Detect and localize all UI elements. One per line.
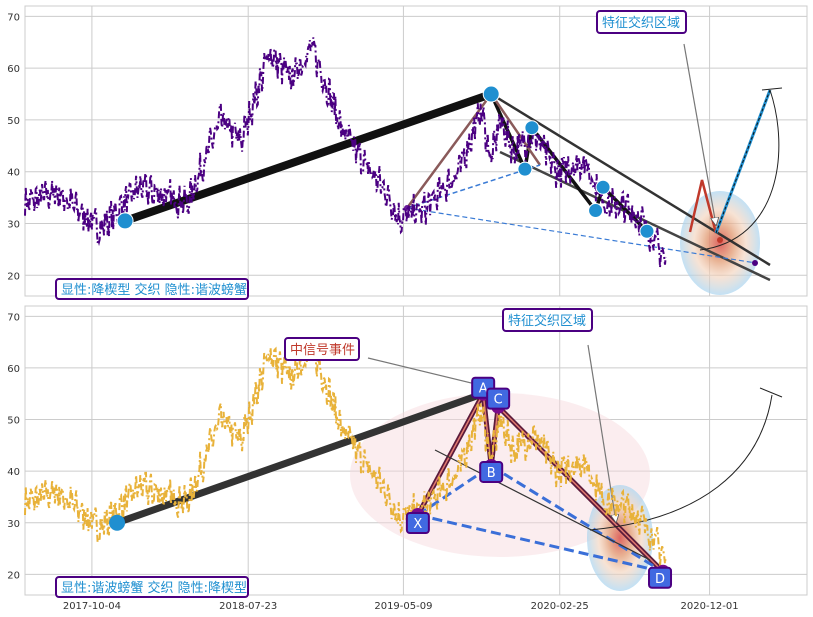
top-corner-label: 显性:降楔型 交织 隐性:谐波螃蟹 (55, 278, 249, 300)
y-tick-label: 50 (7, 416, 20, 427)
bottom-signal-label-text: 中信号事件 (290, 343, 355, 358)
top-projection-dash (715, 89, 771, 234)
bottom-feature-label-text: 特征交织区域 (508, 313, 586, 329)
top-panel: 20 30 40 50 60 70 显性:降楔型 交织 隐性:谐波螃蟹 特征交织区域 (7, 5, 808, 300)
top-arc (699, 89, 780, 251)
y-tick-label: 30 (7, 220, 20, 231)
bottom-signal-label: 中信号事件 (284, 337, 360, 361)
bottom-leg-inner (497, 406, 664, 573)
y-tick-label: 70 (7, 312, 20, 323)
bottom-trend-line (113, 390, 487, 527)
top-harmonic-dash (406, 164, 541, 209)
bottom-x-axis: 2017-10-04 2018-07-23 2019-05-09 2020-02-25… (63, 601, 739, 612)
top-feature-label-text: 特征交织区域 (602, 15, 680, 31)
bottom-start-node (109, 514, 126, 531)
top-small-point (717, 237, 723, 243)
top-node (639, 223, 655, 239)
y-tick-label: 70 (7, 12, 20, 23)
top-y-axis: 20 30 40 50 60 70 (7, 12, 20, 282)
bottom-point-badge (479, 460, 504, 483)
bottom-arc-cap (759, 387, 783, 398)
bottom-price-line (24, 337, 667, 567)
y-tick-label: 30 (7, 519, 20, 530)
top-small-point (752, 260, 758, 266)
bottom-point-badge (486, 387, 511, 410)
bottom-wedge-line (434, 449, 651, 561)
bottom-feature-label: 特征交织区域 (502, 308, 593, 332)
top-wedge-upper (490, 92, 771, 267)
top-plot-area (24, 5, 808, 297)
top-corner-label-text: 显性:降楔型 交织 隐性:谐波螃蟹 (61, 282, 247, 298)
top-node (524, 120, 540, 136)
y-tick-label: 20 (7, 570, 20, 581)
top-corner-label-box (55, 278, 249, 300)
y-tick-label: 60 (7, 364, 20, 375)
y-tick-label: 60 (7, 64, 20, 75)
bottom-plot-area (24, 305, 808, 596)
bottom-feature-label-box (502, 308, 593, 332)
top-feature-arrow (683, 43, 716, 225)
bottom-arc (589, 394, 773, 531)
bottom-panel: 20 30 40 50 60 70 2017-10-04 2018-07-23 2019-05… (7, 305, 808, 612)
top-nodes (116, 85, 655, 239)
bottom-hotspot (587, 485, 653, 591)
x-tick-label: 2019-05-09 (374, 601, 432, 612)
bottom-corner-label-text: 显性:谐波螃蟹 交织 隐性:降楔型 (61, 580, 247, 596)
bottom-corner-label-box (55, 576, 249, 598)
top-arc-cap (761, 87, 783, 91)
y-tick-label: 40 (7, 168, 20, 179)
bottom-point-badge (405, 512, 430, 535)
bottom-gridlines (25, 306, 807, 595)
x-tick-label: 2017-10-04 (63, 601, 121, 612)
top-red-spike (688, 179, 718, 234)
y-tick-label: 50 (7, 116, 20, 127)
top-node (482, 85, 500, 103)
bottom-point-label: C (494, 393, 503, 408)
bottom-y-axis: 20 30 40 50 60 70 (7, 312, 20, 581)
top-node (588, 203, 604, 219)
x-tick-label: 2020-12-01 (681, 601, 739, 612)
bottom-point-label: B (487, 466, 496, 481)
top-feature-label: 特征交织区域 (596, 10, 687, 34)
bottom-bd-dash (490, 464, 664, 574)
bottom-corner-label: 显性:谐波螃蟹 交织 隐性:降楔型 (55, 576, 249, 598)
top-node (116, 212, 134, 230)
top-zigzag (489, 93, 649, 233)
bottom-point-label: A (479, 382, 488, 397)
top-feature-label-box (596, 10, 687, 34)
bottom-point-badge (648, 566, 673, 589)
bottom-nodes: X A B C D (109, 376, 673, 589)
bottom-point-label: D (655, 572, 665, 587)
bottom-point-label: X (413, 517, 422, 532)
x-tick-label: 2020-02-25 (531, 601, 589, 612)
top-node (595, 179, 611, 195)
top-price-line (24, 37, 667, 268)
y-tick-label: 40 (7, 467, 20, 478)
y-tick-label: 20 (7, 271, 20, 282)
x-tick-label: 2018-07-23 (219, 601, 277, 612)
top-node (517, 161, 533, 177)
bottom-signal-label-box (284, 337, 360, 361)
top-harmonic-dash-2 (406, 207, 757, 264)
bottom-xd-dash (417, 513, 664, 574)
